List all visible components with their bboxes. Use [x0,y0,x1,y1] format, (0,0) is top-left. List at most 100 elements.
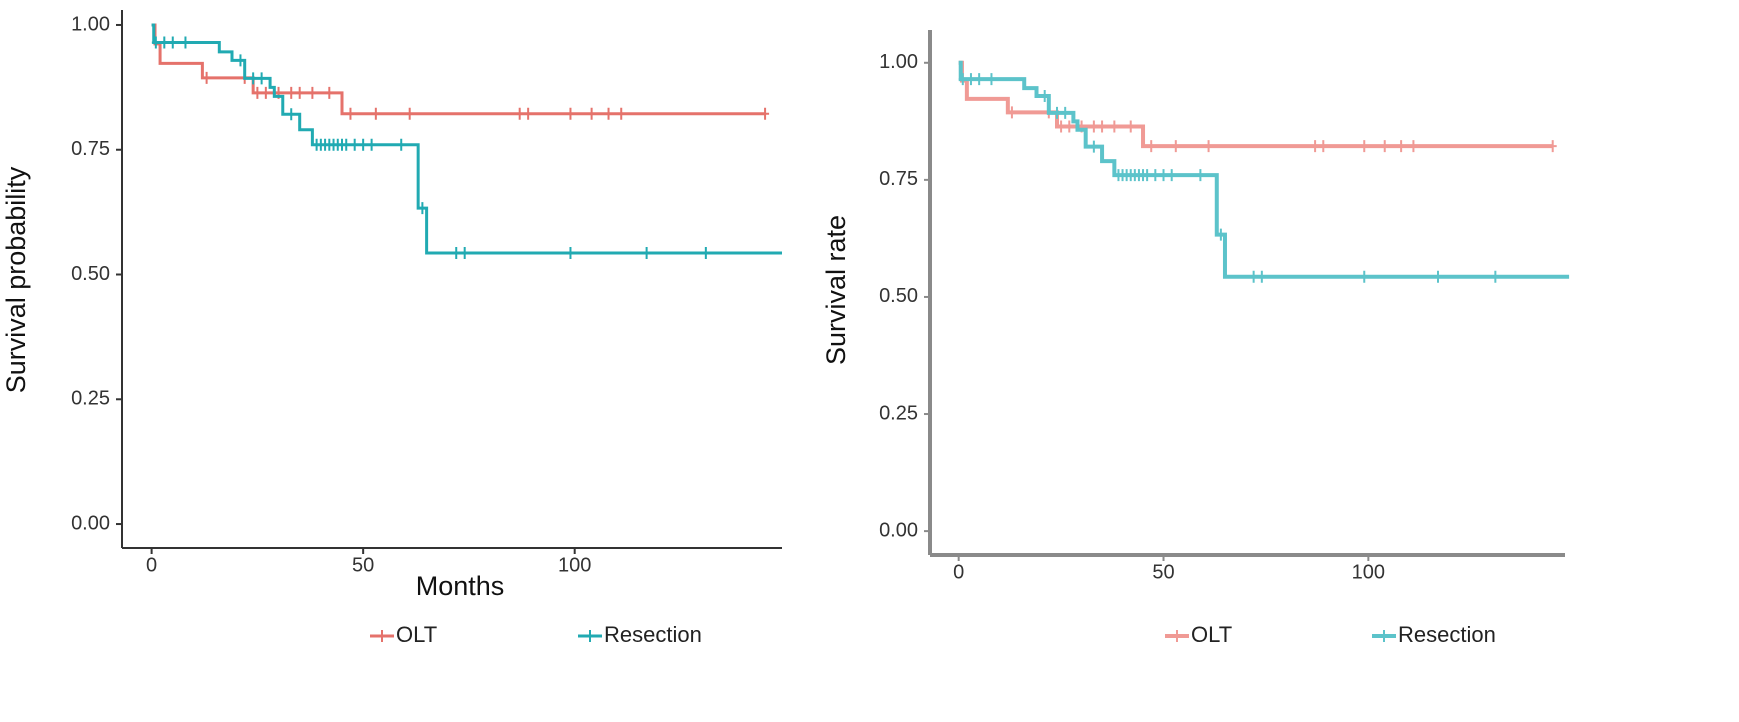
censor-mark [987,73,996,86]
legend-label: Resection [1398,622,1496,647]
censor-mark [1089,140,1098,153]
legend-label: OLT [1191,622,1232,647]
censor-mark [1319,140,1328,153]
y-axis-title: Survival rate [821,215,851,365]
censor-mark [1249,270,1258,283]
y-tick-label: 0.25 [879,402,918,424]
censor-mark [350,138,359,151]
y-tick-label: 0.00 [71,512,110,534]
legend-label: Resection [604,622,702,647]
censor-mark [1311,140,1320,153]
censor-mark [1167,169,1176,182]
censor-mark [1360,270,1369,283]
x-tick-label: 0 [953,561,964,583]
chart: 0.00 0.25 0.50 0.75 1.00 0 50 100 Survival proba… [1,10,782,647]
censor-mark [1061,106,1070,119]
censor-mark [1257,270,1266,283]
y-tick-label: 0.00 [879,519,918,541]
chart: 0.00 0.25 0.50 0.75 1.00 0 50 100 Survival rate O… [821,30,1570,647]
censor-mark [236,54,245,67]
x-tick-label: 100 [1352,561,1385,583]
censor-mark [1491,270,1500,283]
censor-mark [1110,120,1119,133]
censor-mark [295,86,304,99]
censor-mark [397,138,406,151]
censor-mark [405,107,414,120]
survival-curve [151,23,782,255]
x-axis-title: Months [416,571,505,601]
censor-mark [1380,140,1389,153]
x-tick-label: 50 [352,554,374,576]
censor-mark [1159,169,1168,182]
censor-mark [168,36,177,49]
censor-mark [452,247,461,260]
censor-mark [1098,120,1107,133]
censor-mark [253,86,262,99]
y-tick-label: 0.50 [879,285,918,307]
censor-mark [1204,140,1213,153]
censor-mark [1057,120,1066,133]
y-tick-label: 0.75 [879,168,918,190]
censor-mark [1065,120,1074,133]
censor-mark [1126,120,1135,133]
censor-mark [1397,140,1406,153]
legend-label: OLT [396,622,437,647]
censor-mark [566,247,575,260]
y-tick-label: 0.75 [71,138,110,160]
censor-mark [761,107,770,120]
censor-mark [604,107,613,120]
censor-mark [202,71,211,84]
censor-mark [359,138,368,151]
censor-mark [617,107,626,120]
censor-mark [1171,140,1180,153]
censor-mark [1196,169,1205,182]
censor-mark [418,202,427,215]
censor-mark [249,72,258,85]
censor-mark [1360,140,1369,153]
x-tick-label: 0 [146,554,157,576]
censor-mark [346,107,355,120]
censor-mark [1434,270,1442,283]
censor-mark [1007,106,1016,119]
censor-mark [151,36,160,49]
censor-mark [975,73,984,86]
y-tick-label: 0.50 [71,263,110,285]
y-axis-title: Survival probability [1,166,31,393]
survival-curve [958,60,1570,279]
censor-mark [342,138,351,151]
y-tick-label: 1.00 [879,51,918,73]
censor-mark [371,107,380,120]
censor-mark [287,108,296,121]
censor-mark [160,36,169,49]
censor-mark [524,107,533,120]
censor-mark [1053,106,1061,119]
x-tick-label: 100 [558,554,591,576]
censor-mark [701,247,710,260]
censor-mark [515,107,524,120]
censor-mark [958,73,967,86]
censor-mark [287,86,296,99]
censor-mark [587,107,596,120]
censor-mark [261,86,270,99]
y-tick-label: 1.00 [71,13,110,35]
x-tick-label: 50 [1152,561,1174,583]
censor-mark [257,72,266,85]
y-tick-label: 0.25 [71,388,110,410]
censor-mark [1147,140,1156,153]
censor-mark [566,107,575,120]
censor-mark [966,73,975,86]
censor-mark [460,247,469,260]
censor-mark [1548,140,1557,153]
censor-mark [181,36,190,49]
censor-mark [1409,140,1418,153]
censor-mark [1040,90,1049,103]
censor-mark [1216,228,1225,241]
censor-mark [642,247,651,260]
censor-mark [367,138,376,151]
censor-mark [1143,169,1152,182]
censor-mark [308,86,317,99]
censor-mark [325,86,334,99]
censor-mark [1151,169,1160,182]
censor-mark [1089,120,1098,133]
